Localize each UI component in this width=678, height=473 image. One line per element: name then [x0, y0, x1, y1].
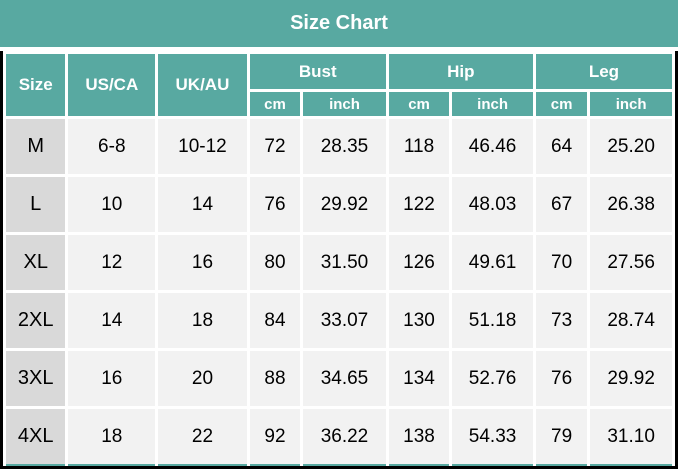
- leg-cm-cell: 79: [532, 406, 591, 467]
- hip-inch-cell: 46.46: [449, 115, 536, 178]
- col-header-leg-inch: inch: [587, 89, 675, 119]
- bust-cm-cell: 84: [246, 290, 304, 352]
- size-cell: 2XL: [2, 290, 69, 352]
- col-header-usca: US/CA: [65, 51, 159, 119]
- col-header-hip-cm: cm: [385, 89, 453, 119]
- hip-cm-cell: 126: [385, 232, 453, 294]
- leg-inch-cell: 28.74: [587, 290, 675, 352]
- bust-cm-cell: 88: [246, 348, 304, 410]
- size-table-body: M 6-8 10-12 72 28.35 118 46.46 64 25.20 L 10 14 76 29…: [2, 115, 675, 467]
- table-row: XL 12 16 80 31.50 126 49.61 70 27.56: [2, 232, 675, 294]
- us-ca-cell: 6-8: [65, 115, 159, 178]
- hip-cm-cell: 134: [385, 348, 453, 410]
- header-unit-row: cm inch cm inch cm inch: [5, 89, 675, 119]
- bust-inch-cell: 29.92: [300, 174, 389, 236]
- col-header-bust-cm: cm: [246, 89, 304, 119]
- col-header-size: Size: [2, 51, 69, 119]
- table-row: M 6-8 10-12 72 28.35 118 46.46 64 25.20: [2, 115, 675, 178]
- hip-cm-cell: 122: [385, 174, 453, 236]
- us-ca-cell: 16: [65, 348, 159, 410]
- size-cell: 4XL: [2, 406, 69, 467]
- bust-cm-cell: 72: [246, 115, 304, 178]
- col-header-leg-cm: cm: [532, 89, 591, 119]
- size-cell: M: [2, 115, 69, 178]
- leg-inch-cell: 25.20: [587, 115, 675, 178]
- leg-cm-cell: 70: [532, 232, 591, 294]
- uk-au-cell: 10-12: [155, 115, 250, 178]
- bust-inch-cell: 33.07: [300, 290, 389, 352]
- table-row: 3XL 16 20 88 34.65 134 52.76 76 29.92: [2, 348, 675, 410]
- size-cell: XL: [2, 232, 69, 294]
- uk-au-cell: 14: [155, 174, 250, 236]
- header-group-row: Size US/CA UK/AU Bust Hip Leg: [2, 51, 676, 119]
- col-group-bust: Bust: [246, 51, 389, 92]
- us-ca-cell: 12: [65, 232, 159, 294]
- leg-inch-cell: 31.10: [587, 406, 675, 467]
- bust-inch-cell: 34.65: [300, 348, 389, 410]
- us-ca-cell: 10: [65, 174, 159, 236]
- leg-cm-cell: 73: [532, 290, 591, 352]
- size-table-header: Size US/CA UK/AU Bust Hip Leg cm inch cm…: [2, 51, 676, 119]
- hip-inch-cell: 54.33: [449, 406, 536, 467]
- table-row: 2XL 14 18 84 33.07 130 51.18 73 28.74: [2, 290, 675, 352]
- bust-cm-cell: 80: [246, 232, 304, 294]
- uk-au-cell: 16: [155, 232, 250, 294]
- size-table-container: Size US/CA UK/AU Bust Hip Leg cm inch cm…: [0, 51, 678, 469]
- size-table: Size US/CA UK/AU Bust Hip Leg cm inch cm…: [2, 51, 676, 467]
- leg-cm-cell: 76: [532, 348, 591, 410]
- leg-inch-cell: 29.92: [587, 348, 675, 410]
- hip-inch-cell: 52.76: [449, 348, 536, 410]
- leg-cm-cell: 67: [532, 174, 591, 236]
- hip-inch-cell: 51.18: [449, 290, 536, 352]
- bust-inch-cell: 36.22: [300, 406, 389, 467]
- size-cell: L: [2, 174, 69, 236]
- leg-inch-cell: 27.56: [587, 232, 675, 294]
- bust-inch-cell: 28.35: [300, 115, 389, 178]
- col-header-bust-inch: inch: [300, 89, 389, 119]
- uk-au-cell: 20: [155, 348, 250, 410]
- uk-au-cell: 18: [155, 290, 250, 352]
- col-group-leg: Leg: [532, 51, 676, 92]
- hip-inch-cell: 49.61: [449, 232, 536, 294]
- hip-inch-cell: 48.03: [449, 174, 536, 236]
- table-row: L 10 14 76 29.92 122 48.03 67 26.38: [2, 174, 675, 236]
- col-group-hip: Hip: [385, 51, 536, 92]
- us-ca-cell: 18: [65, 406, 159, 467]
- us-ca-cell: 14: [65, 290, 159, 352]
- chart-title: Size Chart: [0, 0, 678, 51]
- uk-au-cell: 22: [155, 406, 250, 467]
- table-row: 4XL 18 22 92 36.22 138 54.33 79 31.10: [2, 406, 675, 467]
- bust-cm-cell: 92: [246, 406, 304, 467]
- size-cell: 3XL: [2, 348, 69, 410]
- hip-cm-cell: 130: [385, 290, 453, 352]
- hip-cm-cell: 118: [385, 115, 453, 178]
- leg-cm-cell: 64: [532, 115, 591, 178]
- col-header-ukau: UK/AU: [155, 51, 250, 119]
- bust-cm-cell: 76: [246, 174, 304, 236]
- col-header-hip-inch: inch: [449, 89, 536, 119]
- bust-inch-cell: 31.50: [300, 232, 389, 294]
- hip-cm-cell: 138: [385, 406, 453, 467]
- leg-inch-cell: 26.38: [587, 174, 675, 236]
